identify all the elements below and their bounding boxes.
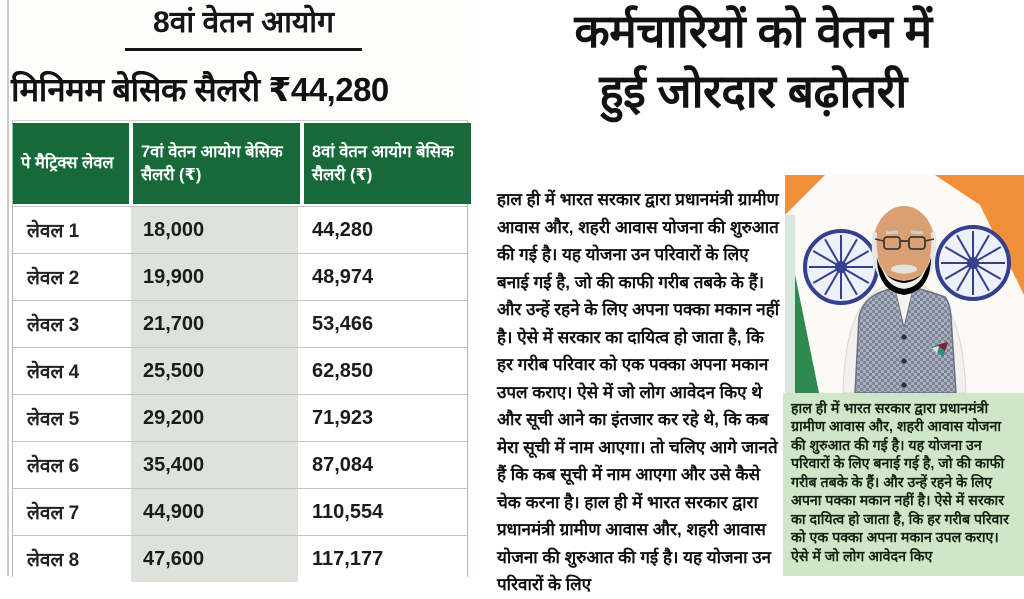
panel-left-border [7, 0, 9, 576]
table-row: लेवल 4 25,500 62,850 [13, 347, 467, 394]
table-row: लेवल 7 44,900 110,554 [13, 488, 467, 535]
header-pay-matrix-level: पे मैट्रिक्स लेवल [13, 123, 129, 204]
pay7-cell: 44,900 [131, 489, 298, 535]
panel-title-text: 8वां वेतन आयोग [125, 6, 362, 51]
table-header-row: पे मैट्रिक्स लेवल 7वां वेतन आयोग बेसिक स… [13, 121, 471, 206]
pay8-cell: 53,466 [312, 312, 374, 335]
level-cell: लेवल 1 [27, 221, 80, 242]
table-row: लेवल 8 47,600 117,177 [13, 535, 467, 582]
header-7th-commission: 7वां वेतन आयोग बेसिक सैलरी (₹) [133, 123, 300, 204]
panel-title: 8वां वेतन आयोग [9, 6, 478, 51]
pay8-cell: 71,923 [312, 406, 374, 429]
pay8-cell: 62,850 [312, 359, 374, 382]
pay7-cell: 47,600 [131, 536, 298, 582]
highlight-box: हाल ही में भारत सरकार द्वारा प्रधानमंत्र… [783, 393, 1024, 576]
pay8-cell: 87,084 [312, 453, 374, 476]
panel-subtitle: मिनिमम बेसिक सैलरी ₹44,280 [11, 71, 389, 108]
table-row: लेवल 5 29,200 71,923 [13, 394, 467, 441]
pay8-cell: 44,280 [312, 218, 374, 241]
headline: कर्मचारियों को वेतन में हुई जोरदार बढ़ोत… [482, 2, 1024, 122]
pay-commission-panel: 8वां वेतन आयोग मिनिमम बेसिक सैलरी ₹44,28… [9, 0, 478, 582]
level-cell: लेवल 7 [27, 503, 80, 524]
pay8-cell: 110,554 [312, 500, 384, 523]
table-row: लेवल 3 21,700 53,466 [13, 300, 467, 347]
pm-modi-portrait-graphic [785, 175, 1024, 393]
header-8th-commission: 8वां वेतन आयोग बेसिक सैलरी (₹) [304, 123, 471, 204]
headline-line1: कर्मचारियों को वेतन में [574, 5, 932, 57]
pay7-cell: 18,000 [131, 207, 298, 253]
level-cell: लेवल 3 [27, 315, 80, 336]
pay7-cell: 29,200 [131, 395, 298, 441]
pay7-cell: 19,900 [131, 254, 298, 300]
level-cell: लेवल 6 [27, 456, 80, 477]
table-row: लेवल 6 35,400 87,084 [13, 441, 467, 488]
pay8-cell: 117,177 [312, 547, 384, 570]
pay8-cell: 48,974 [312, 265, 374, 288]
pay7-cell: 21,700 [131, 301, 298, 347]
level-cell: लेवल 4 [27, 362, 80, 383]
pay7-cell: 25,500 [131, 348, 298, 394]
table-row: लेवल 1 18,000 44,280 [13, 206, 467, 253]
level-cell: लेवल 5 [27, 409, 80, 430]
salary-table: पे मैट्रिक्स लेवल 7वां वेतन आयोग बेसिक स… [12, 120, 471, 582]
table-row: लेवल 2 19,900 48,974 [13, 253, 467, 300]
headline-line2: हुई जोरदार बढ़ोतरी [599, 64, 907, 117]
level-cell: लेवल 8 [27, 550, 80, 571]
level-cell: लेवल 2 [27, 268, 80, 289]
pay7-cell: 35,400 [131, 442, 298, 488]
pm-modi-photo [785, 175, 1024, 393]
article-text: हाल ही में भारत सरकार द्वारा प्रधानमंत्र… [497, 190, 780, 595]
